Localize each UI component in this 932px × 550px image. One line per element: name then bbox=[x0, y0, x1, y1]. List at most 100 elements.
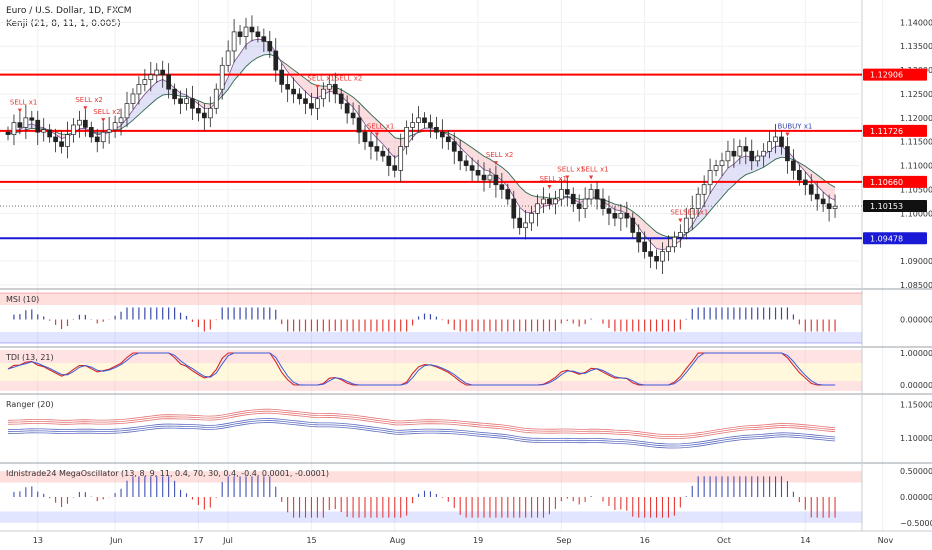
time-tick-label: 15 bbox=[306, 536, 316, 545]
candle-body bbox=[428, 122, 433, 128]
candle-body bbox=[136, 84, 142, 95]
candle-body bbox=[785, 146, 790, 162]
candle bbox=[11, 114, 17, 146]
candle bbox=[511, 190, 517, 229]
candle bbox=[481, 162, 487, 192]
candle-body bbox=[219, 64, 225, 90]
candle-body bbox=[820, 198, 826, 205]
candle-body bbox=[814, 193, 820, 200]
candle-body bbox=[440, 131, 445, 138]
symbol-title[interactable]: Euro / U.S. Dollar, 1D, FXCM bbox=[6, 6, 132, 16]
candle bbox=[184, 88, 189, 111]
candle bbox=[570, 187, 576, 212]
candle-body bbox=[660, 251, 665, 262]
candle bbox=[190, 85, 195, 120]
ma-cloud-segment bbox=[311, 83, 318, 98]
candle-body bbox=[666, 246, 671, 252]
candle-body bbox=[802, 179, 808, 186]
ma-cloud-segment bbox=[204, 103, 211, 109]
candle-body bbox=[481, 174, 487, 181]
candle bbox=[814, 181, 820, 211]
candle bbox=[422, 112, 427, 129]
tdi-line-blue bbox=[7, 352, 836, 386]
signal-marker bbox=[374, 132, 379, 137]
candle bbox=[356, 104, 362, 144]
candle-body bbox=[654, 255, 659, 262]
candle bbox=[5, 126, 11, 141]
ma-cloud-segment bbox=[656, 232, 663, 250]
candle-body bbox=[576, 203, 582, 209]
signal-marker bbox=[493, 161, 498, 166]
candle-body bbox=[386, 155, 392, 166]
candle-body bbox=[505, 189, 511, 200]
candle bbox=[701, 175, 707, 208]
candle bbox=[553, 190, 558, 215]
candle-body bbox=[677, 232, 683, 238]
signal-label: SELL x2 bbox=[93, 108, 121, 116]
candle bbox=[142, 69, 148, 92]
candle bbox=[344, 95, 350, 124]
candle bbox=[124, 91, 130, 128]
indicator-title[interactable]: Kenji (21, 8, 11, 1, 0.005) bbox=[6, 19, 121, 29]
candle-body bbox=[826, 203, 832, 209]
candle-body bbox=[755, 155, 761, 162]
candle bbox=[428, 114, 433, 138]
candle bbox=[386, 147, 392, 177]
candle-body bbox=[523, 222, 529, 229]
candle-body bbox=[59, 141, 64, 147]
candle bbox=[612, 206, 618, 227]
candle bbox=[767, 131, 772, 159]
candle-body bbox=[767, 141, 772, 152]
candle bbox=[392, 155, 398, 178]
candle-body bbox=[416, 117, 421, 123]
candle bbox=[493, 165, 499, 198]
candle bbox=[445, 130, 451, 150]
candle bbox=[785, 137, 790, 174]
ma-cloud-segment bbox=[817, 174, 824, 192]
signal-marker bbox=[589, 175, 594, 180]
candle bbox=[517, 207, 523, 235]
candle bbox=[677, 224, 683, 248]
candle bbox=[213, 83, 219, 115]
candle bbox=[172, 83, 177, 105]
candle bbox=[558, 178, 564, 206]
candle-body bbox=[451, 141, 457, 152]
candle-body bbox=[362, 131, 368, 143]
time-tick-label: Jun bbox=[109, 536, 123, 545]
candle-body bbox=[642, 241, 648, 252]
candle bbox=[719, 152, 725, 177]
candle-body bbox=[225, 50, 231, 66]
price-tick-label: 1.13500 bbox=[900, 42, 932, 51]
level-price-tag bbox=[863, 124, 927, 137]
candle-body bbox=[190, 98, 195, 109]
ma-cloud-segment bbox=[489, 159, 496, 176]
signal-marker bbox=[101, 118, 106, 123]
slow-ma-line bbox=[7, 53, 836, 238]
ma-cloud-segment bbox=[388, 131, 395, 158]
candle bbox=[660, 242, 665, 275]
candle bbox=[832, 194, 838, 218]
candle bbox=[820, 192, 826, 212]
ma-cloud-segment bbox=[376, 120, 383, 145]
candle bbox=[100, 121, 106, 149]
ma-cloud-segment bbox=[638, 216, 645, 236]
candle bbox=[541, 187, 546, 214]
candle bbox=[523, 210, 529, 240]
candle bbox=[374, 134, 380, 161]
candle-body bbox=[588, 189, 594, 200]
candle-body bbox=[791, 160, 796, 171]
candle bbox=[273, 38, 279, 82]
candle-body bbox=[707, 170, 713, 186]
candle bbox=[654, 249, 659, 270]
candle bbox=[672, 231, 677, 253]
candle-body bbox=[315, 98, 320, 109]
candle bbox=[166, 63, 171, 99]
candle-body bbox=[279, 69, 285, 85]
last-price-tag bbox=[863, 200, 927, 213]
candle bbox=[576, 194, 582, 222]
fast-ma-line bbox=[7, 38, 836, 251]
ranger-line bbox=[7, 408, 836, 435]
candle bbox=[779, 130, 784, 155]
candle-body bbox=[326, 84, 332, 90]
